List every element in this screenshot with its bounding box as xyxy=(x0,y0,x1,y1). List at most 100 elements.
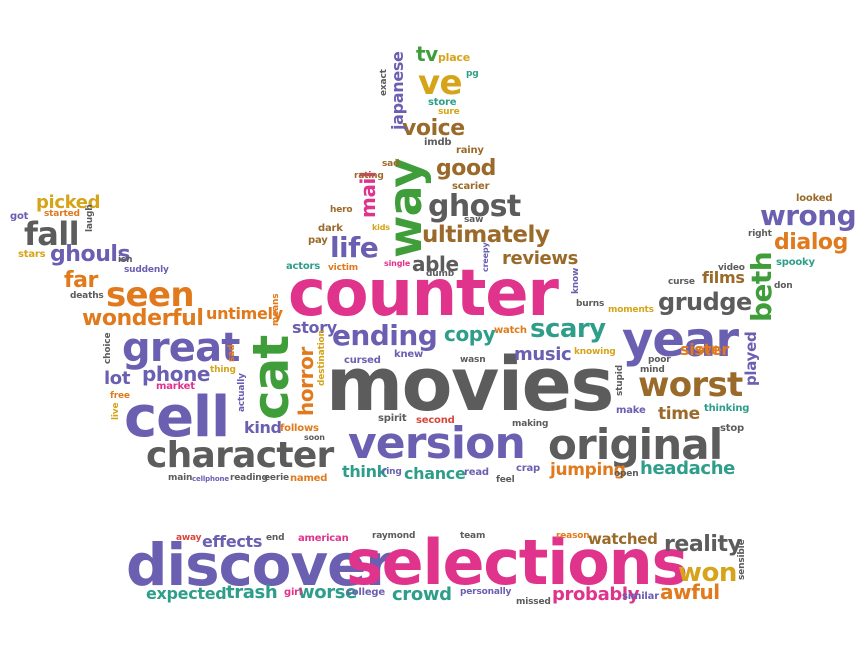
word: untimely xyxy=(206,304,283,323)
word: jumping xyxy=(550,460,626,480)
word: beth xyxy=(745,251,778,322)
word: similar xyxy=(622,591,659,602)
word: store xyxy=(428,97,457,108)
word: burns xyxy=(576,299,605,309)
word: evil xyxy=(698,345,718,356)
word: stars xyxy=(18,249,46,260)
word: market xyxy=(156,381,195,392)
word: headache xyxy=(640,458,736,479)
word: pay xyxy=(308,235,328,246)
word: soon xyxy=(304,433,325,442)
word: girl xyxy=(284,587,303,598)
word: cat xyxy=(242,335,300,420)
word: don xyxy=(774,281,793,291)
word: reality xyxy=(664,532,742,557)
word: sister xyxy=(680,340,730,359)
word: end xyxy=(266,533,285,543)
word: read xyxy=(464,467,489,478)
word: actors xyxy=(286,261,321,272)
word: open xyxy=(614,469,639,479)
word: american xyxy=(298,533,349,544)
word: played xyxy=(742,331,760,386)
word: imdb xyxy=(424,137,452,148)
word: scarier xyxy=(452,181,490,192)
word: stupid xyxy=(615,365,625,396)
word: version xyxy=(348,418,526,469)
word: cellphone xyxy=(192,475,229,483)
word: away xyxy=(176,533,202,543)
word: able xyxy=(412,252,459,276)
word: thinking xyxy=(704,403,750,414)
word: sensible xyxy=(737,539,747,580)
word: crowd xyxy=(392,584,452,605)
word: feel xyxy=(496,475,515,485)
word: horror xyxy=(294,347,318,416)
word: personally xyxy=(460,587,512,597)
word: missed xyxy=(516,597,551,607)
word: far xyxy=(64,268,98,293)
word: dialog xyxy=(774,230,848,255)
word: actually xyxy=(237,373,247,412)
word: discover xyxy=(126,531,394,599)
word: copy xyxy=(444,322,496,346)
word: ve xyxy=(418,63,463,103)
word: curse xyxy=(668,277,695,287)
word: trash xyxy=(226,582,278,603)
word: tv xyxy=(416,42,438,66)
word: laugh xyxy=(85,204,95,232)
word: watch xyxy=(494,325,527,336)
word: raymond xyxy=(372,531,416,541)
word: follows xyxy=(280,423,319,434)
word: moments xyxy=(608,305,654,315)
word: films xyxy=(702,268,745,287)
word: right xyxy=(748,229,772,239)
word: crap xyxy=(516,463,540,474)
word: second xyxy=(416,415,455,426)
word: exact xyxy=(379,69,389,96)
word: scary xyxy=(530,314,606,344)
word: ultimately xyxy=(422,222,550,248)
word: ending xyxy=(332,319,438,352)
word: year xyxy=(622,312,739,368)
word: story xyxy=(292,318,337,337)
word: video xyxy=(718,263,745,273)
word: dumb xyxy=(426,269,454,279)
word: lot xyxy=(104,368,131,389)
word: ghost xyxy=(428,189,521,224)
word: time xyxy=(658,404,700,424)
word: mind xyxy=(640,365,665,375)
word: phone xyxy=(142,362,211,386)
word: suddenly xyxy=(124,265,169,275)
word: expected xyxy=(146,584,227,603)
word: live xyxy=(111,402,121,420)
word: ring xyxy=(382,467,402,477)
word: destination xyxy=(317,330,327,386)
word: stop xyxy=(720,423,744,434)
word: reviews xyxy=(502,248,579,269)
word: japanese xyxy=(388,51,407,130)
word: spooky xyxy=(776,257,815,268)
word: hero xyxy=(330,205,353,215)
word: dark xyxy=(318,223,343,234)
word: sad xyxy=(227,344,237,362)
word: probably xyxy=(552,584,640,605)
word: cursed xyxy=(344,355,381,366)
word: making xyxy=(512,419,549,429)
word: looked xyxy=(796,193,833,204)
word: grudge xyxy=(658,288,752,316)
word: good xyxy=(436,156,496,181)
word: cell xyxy=(124,385,230,450)
word: team xyxy=(460,531,486,541)
word: chance xyxy=(404,464,466,483)
word: make xyxy=(616,405,646,416)
word: knew xyxy=(394,349,423,360)
word: college xyxy=(346,587,385,598)
word: reason xyxy=(556,531,590,541)
word: voice xyxy=(402,116,465,141)
word: place xyxy=(438,51,470,64)
word: movies xyxy=(326,342,614,428)
word: great xyxy=(122,325,240,371)
word: thing xyxy=(210,365,236,375)
word: free xyxy=(110,391,130,401)
